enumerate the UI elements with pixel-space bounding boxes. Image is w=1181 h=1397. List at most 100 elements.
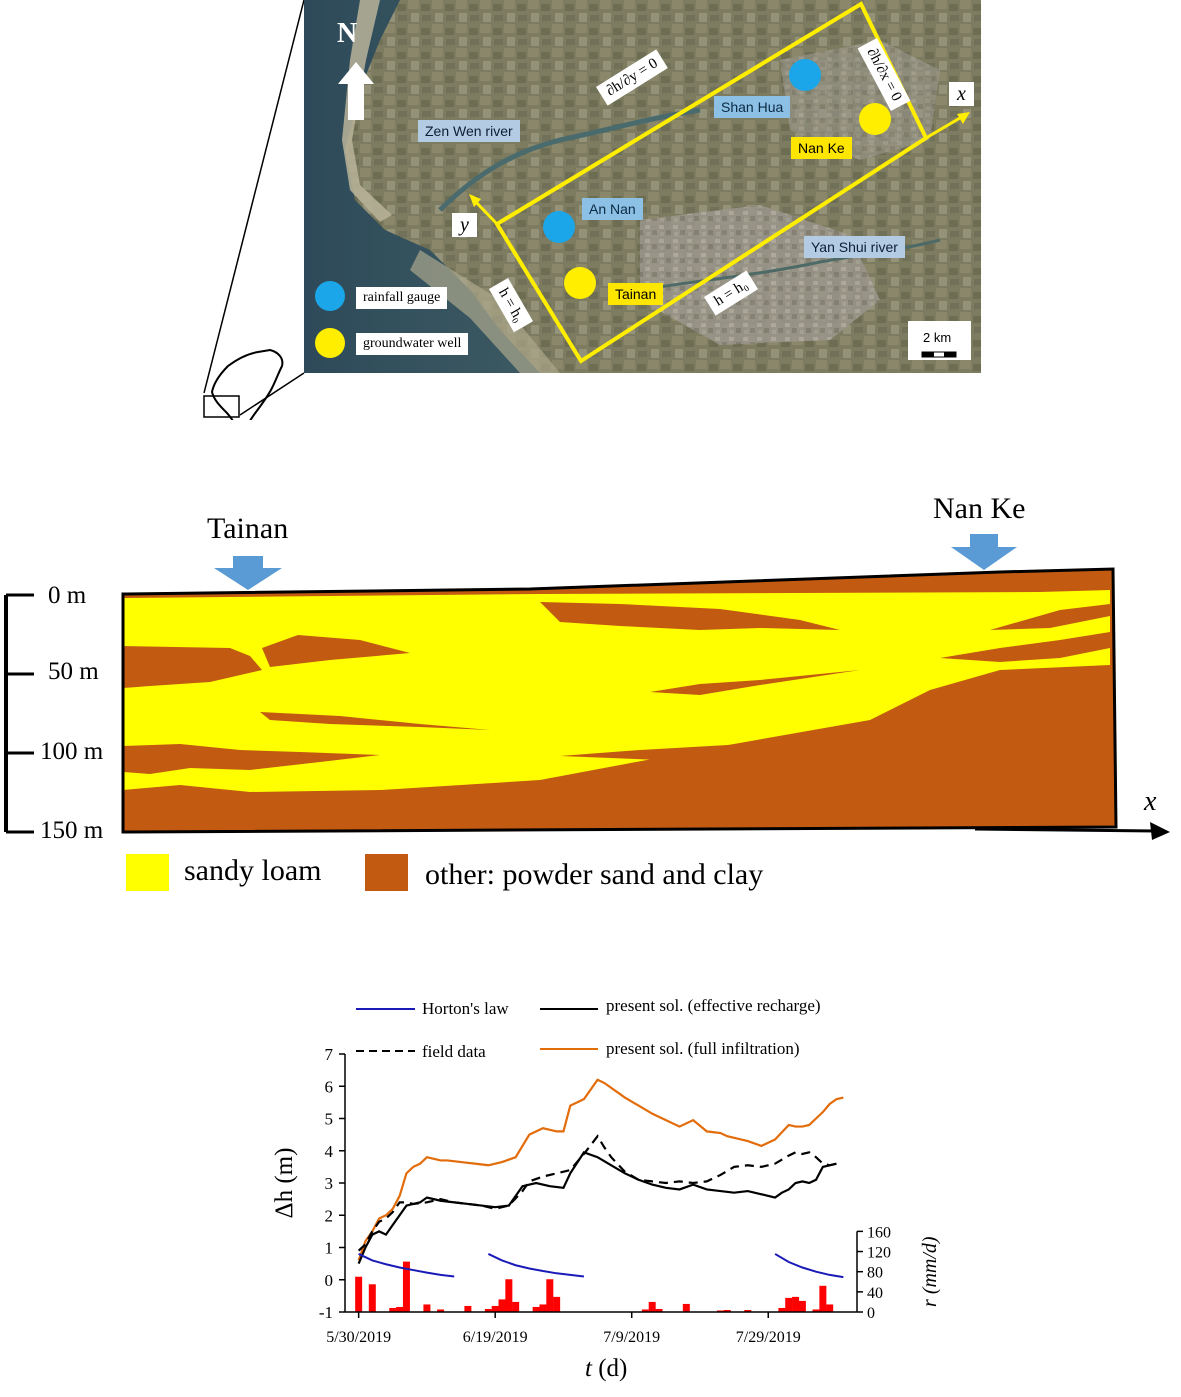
y-arrow-head-icon bbox=[469, 194, 481, 207]
clay-lens-2 bbox=[262, 635, 410, 667]
rainfall-bar bbox=[641, 1309, 649, 1312]
y-axis-arrow bbox=[472, 198, 499, 226]
rainfall-bar bbox=[539, 1304, 547, 1312]
rainfall-bar bbox=[368, 1284, 376, 1312]
gauge-label-shan-hua: Shan Hua bbox=[714, 96, 791, 118]
x-tick-label: 7/9/2019 bbox=[603, 1329, 660, 1346]
y-tick-label: 2 bbox=[325, 1206, 334, 1225]
cross-section-panel: Tainan Nan Ke 0 m 50 m 100 m 150 m x san… bbox=[0, 480, 1181, 910]
clay-lens-6 bbox=[650, 670, 860, 695]
rainfall-bar bbox=[819, 1285, 827, 1312]
x-tick-label: 6/19/2019 bbox=[463, 1329, 528, 1346]
section-tainan-label: Tainan bbox=[207, 512, 289, 545]
rainfall-bar bbox=[655, 1308, 663, 1312]
clay-lens-9 bbox=[990, 604, 1110, 630]
section-x-label: x bbox=[1144, 786, 1157, 817]
rainfall-bar bbox=[512, 1301, 520, 1312]
y-tick-label: 6 bbox=[325, 1077, 334, 1096]
section-outline bbox=[121, 567, 1118, 834]
clay-lens-7 bbox=[560, 737, 870, 760]
rainfall-gauge-marker-shan-hua bbox=[789, 59, 821, 91]
x-arrow-head-icon bbox=[957, 112, 970, 124]
clay-lens-1 bbox=[123, 646, 262, 688]
legend-full-label: present sol. (full infiltration) bbox=[606, 1039, 800, 1058]
legend-effective-label: present sol. (effective recharge) bbox=[606, 996, 821, 1015]
y2-tick-label: 80 bbox=[867, 1265, 883, 1282]
north-arrow-icon bbox=[338, 62, 374, 120]
depth-tick-0: 0 m bbox=[48, 582, 87, 609]
y2-tick-label: 40 bbox=[867, 1285, 883, 1302]
rainfall-bar bbox=[546, 1279, 554, 1312]
section-nan-ke-label: Nan Ke bbox=[933, 492, 1026, 525]
x-axis-label: t (d) bbox=[585, 1355, 627, 1382]
section-x-arrow-icon bbox=[1150, 822, 1170, 840]
legend-gauge-label: rainfall gauge bbox=[356, 287, 448, 309]
tainan-location-arrow-icon bbox=[214, 556, 282, 590]
rainfall-bar bbox=[723, 1309, 731, 1312]
y-tick-label: 3 bbox=[325, 1174, 334, 1193]
horton-curve bbox=[358, 1253, 455, 1278]
section-x-axis bbox=[974, 827, 1161, 833]
map-panel: N Shan Hua An Nan Nan Ke Tainan Zen Wen … bbox=[0, 0, 1181, 434]
y-axis-label: y bbox=[452, 213, 477, 237]
rainfall-bar bbox=[778, 1307, 786, 1312]
y-tick-label: 4 bbox=[325, 1142, 334, 1161]
taiwan-inset-box bbox=[203, 395, 240, 418]
north-label: N bbox=[337, 18, 358, 49]
river-label-zen-wen: Zen Wen river bbox=[418, 120, 520, 142]
rainfall-bar bbox=[798, 1300, 806, 1312]
depth-tick-150: 150 m bbox=[40, 817, 104, 844]
y-tick-label: 7 bbox=[325, 1045, 334, 1064]
river-label-yan-shui: Yan Shui river bbox=[804, 236, 905, 258]
rainfall-bar bbox=[553, 1296, 561, 1312]
zoom-line-top bbox=[203, 0, 305, 394]
legend-well-label: groundwater well bbox=[356, 333, 469, 355]
rainfall-bar bbox=[812, 1309, 820, 1312]
y2-tick-label: 160 bbox=[867, 1224, 891, 1241]
rainfall-bar bbox=[716, 1310, 724, 1312]
rainfall-bar bbox=[396, 1306, 404, 1312]
x-axis-label: x bbox=[949, 82, 974, 106]
legend-sandy-loam-label: sandy loam bbox=[184, 854, 322, 887]
x-tick-label: 5/30/2019 bbox=[326, 1329, 391, 1346]
gauge-label-an-nan: An Nan bbox=[582, 198, 643, 220]
field-data-line bbox=[357, 1134, 837, 1252]
rainfall-bar bbox=[484, 1308, 492, 1312]
well-label-nan-ke: Nan Ke bbox=[791, 137, 852, 159]
well-marker-nan-ke bbox=[859, 103, 891, 135]
sandy-loam-layer bbox=[123, 590, 1110, 792]
clay-lens-4 bbox=[123, 744, 380, 774]
nan-ke-location-arrow-icon bbox=[951, 534, 1017, 570]
cross-section-figure bbox=[4, 534, 1170, 891]
rainfall-bar bbox=[682, 1303, 690, 1312]
y-tick-label: 1 bbox=[325, 1239, 334, 1258]
legend-well-marker bbox=[315, 328, 345, 358]
well-label-tainan: Tainan bbox=[608, 283, 664, 305]
rainfall-bar bbox=[355, 1276, 363, 1312]
y2-tick-label: 120 bbox=[867, 1245, 891, 1262]
time-series-chart: 7 6 5 4 3 2 1 0 -1 160 120 80 40 0 5/30/2019 6/19/2019 7… bbox=[271, 1045, 941, 1382]
zoom-line-bottom bbox=[239, 372, 305, 416]
well-marker-tainan bbox=[564, 267, 596, 299]
rainfall-bar bbox=[464, 1305, 472, 1312]
rainfall-bar bbox=[785, 1297, 793, 1312]
rainfall-bar bbox=[744, 1309, 752, 1312]
clay-lens-3 bbox=[260, 712, 490, 730]
rainfall-bar bbox=[505, 1279, 513, 1312]
rainfall-bar bbox=[826, 1304, 834, 1312]
chart-legend bbox=[356, 1008, 598, 1052]
y2-tick-label: 0 bbox=[867, 1305, 875, 1322]
chart-panel: 7 6 5 4 3 2 1 0 -1 160 120 80 40 0 5/30/2019 6/19/2019 7… bbox=[0, 980, 1181, 1392]
rainfall-bar bbox=[389, 1307, 397, 1312]
clay-lens-8 bbox=[940, 632, 1110, 662]
full-infiltration-line bbox=[357, 1078, 844, 1261]
depth-tick-100: 100 m bbox=[40, 738, 104, 765]
rainfall-bar bbox=[491, 1305, 499, 1312]
rainfall-bar bbox=[648, 1301, 656, 1312]
legend-horton-label: Horton's law bbox=[422, 999, 509, 1018]
rainfall-bar bbox=[498, 1299, 506, 1312]
rainfall-bar bbox=[402, 1261, 410, 1312]
legend-clay-label: other: powder sand and clay bbox=[425, 858, 764, 891]
y-tick-label: 0 bbox=[325, 1271, 334, 1290]
y-tick-label: 5 bbox=[325, 1110, 334, 1129]
